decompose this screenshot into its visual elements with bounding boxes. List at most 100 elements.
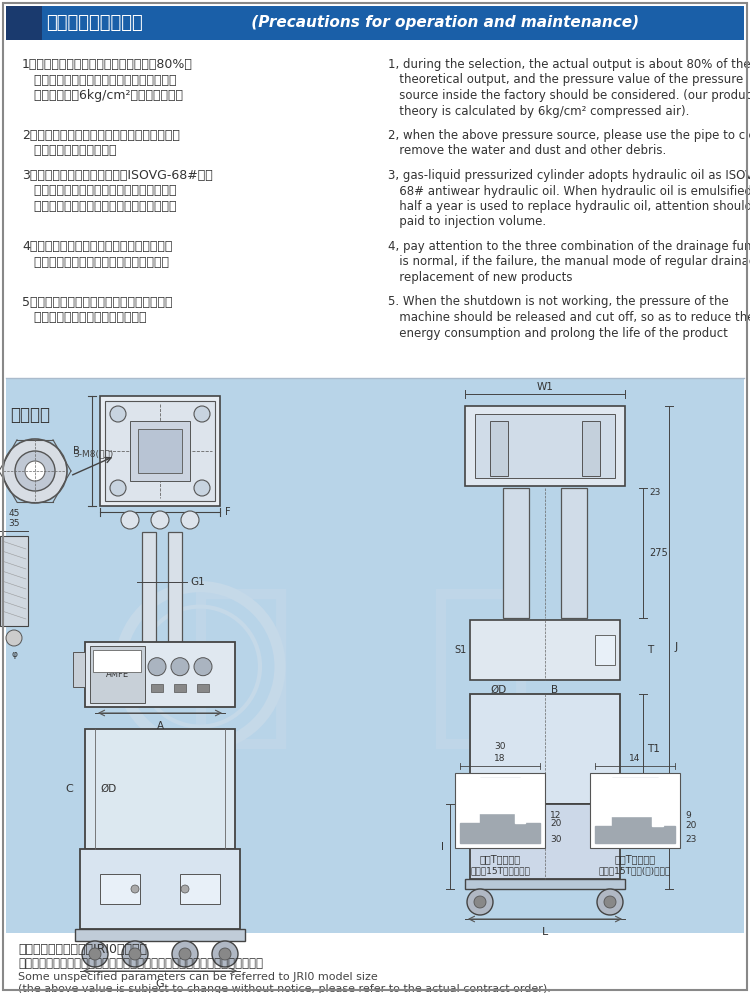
Circle shape [194, 657, 212, 675]
Text: G1: G1 [190, 577, 205, 587]
Text: 并需考虑厂内压力源之压力值大小（我司产: 并需考虑厂内压力源之压力值大小（我司产 [22, 73, 176, 86]
Circle shape [212, 941, 238, 967]
Text: 3、气液增压缸所采用液压油为ISOVG-68#抗磨: 3、气液增压缸所采用液压油为ISOVG-68#抗磨 [22, 169, 213, 182]
Polygon shape [475, 778, 525, 823]
Circle shape [179, 948, 191, 960]
Text: 部分未注明参数可参照JRI0型号尺寸: 部分未注明参数可参照JRI0型号尺寸 [18, 943, 147, 956]
Circle shape [181, 511, 199, 529]
Text: 液压油，当液压油出现乳化现象或使用半年: 液压油，当液压油出现乳化现象或使用半年 [22, 185, 176, 198]
Bar [503, 488, 529, 618]
Text: G: G [156, 979, 164, 989]
Text: 1、在选型时，实际出力约为理论出力的80%，: 1、在选型时，实际出力约为理论出力的80%， [22, 58, 193, 71]
Text: （以上数值如因产品改进而变更恕不另行通知，请参照实际合同订单附图为准）: （以上数值如因产品改进而变更恕不另行通知，请参照实际合同订单附图为准） [18, 957, 263, 970]
Text: W1: W1 [536, 382, 554, 392]
Text: 4、注意三点组合之排水功能是否正常，若失: 4、注意三点组合之排水功能是否正常，若失 [22, 240, 172, 253]
Text: 汾: 汾 [186, 579, 294, 755]
Text: 1, during the selection, the actual output is about 80% of the: 1, during the selection, the actual outp… [388, 58, 750, 71]
Text: T: T [647, 645, 653, 655]
Bar [85, 729, 235, 849]
Bar [85, 642, 235, 707]
Text: 30: 30 [550, 835, 562, 844]
Bar [73, 652, 85, 687]
Bar [590, 773, 680, 848]
Bar [465, 406, 625, 486]
Text: 23: 23 [649, 488, 660, 497]
Text: 客: 客 [426, 579, 534, 755]
Text: paid to injection volume.: paid to injection volume. [388, 215, 546, 228]
Text: 20: 20 [685, 821, 696, 830]
Bar [470, 804, 620, 879]
Circle shape [597, 889, 623, 915]
Bar [80, 849, 240, 929]
Circle shape [89, 948, 101, 960]
Text: 效，则用手动方式定时排水或更换新产品: 效，则用手动方式定时排水或更换新产品 [22, 255, 169, 268]
Text: theoretical output, and the pressure value of the pressure: theoretical output, and the pressure val… [388, 73, 743, 86]
Text: ØD: ØD [100, 784, 116, 794]
Circle shape [3, 439, 67, 503]
Text: L: L [542, 927, 548, 937]
Text: B: B [74, 446, 80, 456]
Text: φ: φ [11, 650, 17, 659]
Text: 3, gas-liquid pressurized cylinder adopts hydraulic oil as ISOVG-: 3, gas-liquid pressurized cylinder adopt… [388, 169, 750, 182]
Text: 反应更换液压油；加油时应注意：注入油量: 反应更换液压油；加油时应注意：注入油量 [22, 200, 176, 213]
Text: 14: 14 [629, 754, 640, 763]
Circle shape [129, 948, 141, 960]
Text: 35: 35 [8, 519, 20, 528]
Text: 9: 9 [685, 811, 691, 820]
Text: 30: 30 [494, 742, 506, 751]
Text: 其中的水份及沙尘等杂物: 其中的水份及沙尘等杂物 [22, 145, 116, 158]
Text: 5. When the shutdown is not working, the pressure of the: 5. When the shutdown is not working, the… [388, 296, 729, 309]
Bar [595, 635, 615, 665]
Text: J: J [675, 642, 678, 652]
Circle shape [604, 896, 616, 908]
Text: 45: 45 [8, 509, 20, 518]
Text: 3-M8(螺杆): 3-M8(螺杆) [73, 449, 113, 458]
Text: 20: 20 [550, 818, 561, 827]
Circle shape [181, 885, 189, 893]
Text: replacement of new products: replacement of new products [388, 271, 572, 284]
Text: （适用15T以下(含)机型）: （适用15T以下(含)机型） [598, 866, 671, 875]
Bar [0, 536, 28, 626]
Text: is normal, if the failure, the manual mode of regular drainage or: is normal, if the failure, the manual mo… [388, 255, 750, 268]
Bar [6, 6, 42, 40]
Text: 底板T型槽尺寸: 底板T型槽尺寸 [479, 854, 520, 864]
Polygon shape [480, 778, 520, 823]
Bar [93, 650, 141, 672]
Bar [490, 421, 508, 476]
Polygon shape [612, 778, 658, 826]
Text: remove the water and dust and other debris.: remove the water and dust and other debr… [388, 145, 666, 158]
Bar [197, 684, 209, 692]
Circle shape [110, 480, 126, 496]
Text: energy consumption and prolong the life of the product: energy consumption and prolong the life … [388, 327, 728, 340]
Text: （适用15T以上机型）: （适用15T以上机型） [470, 866, 530, 875]
Circle shape [172, 941, 198, 967]
Text: theory is calculated by 6kg/cm² compressed air).: theory is calculated by 6kg/cm² compress… [388, 104, 689, 117]
Bar [90, 646, 145, 703]
Bar [180, 874, 220, 904]
Circle shape [25, 461, 45, 481]
Text: 23: 23 [649, 806, 660, 815]
Text: I: I [441, 841, 444, 852]
Circle shape [121, 511, 139, 529]
Text: 5、停机未工作时应将机台压力释放及切断电: 5、停机未工作时应将机台压力释放及切断电 [22, 296, 172, 309]
Bar [455, 773, 545, 848]
Text: 12: 12 [550, 811, 561, 820]
Text: 23: 23 [685, 835, 696, 844]
Circle shape [6, 630, 22, 646]
Bar [138, 429, 182, 473]
Bar [105, 401, 215, 501]
Bar [6, 378, 744, 933]
Bar [475, 414, 615, 478]
Circle shape [148, 657, 166, 675]
Text: AMFE: AMFE [106, 670, 128, 679]
Text: ØD: ØD [490, 685, 506, 695]
Text: F: F [225, 507, 231, 517]
Bar [6, 6, 744, 40]
Circle shape [15, 451, 55, 491]
Text: A: A [157, 721, 164, 731]
Text: 4, pay attention to the three combination of the drainage function: 4, pay attention to the three combinatio… [388, 240, 750, 253]
Text: 品理论出力以6kg/cm²压缩空气计算）: 品理论出力以6kg/cm²压缩空气计算） [22, 89, 183, 102]
Circle shape [82, 941, 108, 967]
Text: 18: 18 [494, 754, 506, 763]
Text: 68# antiwear hydraulic oil. When hydraulic oil is emulsified or: 68# antiwear hydraulic oil. When hydraul… [388, 185, 750, 198]
